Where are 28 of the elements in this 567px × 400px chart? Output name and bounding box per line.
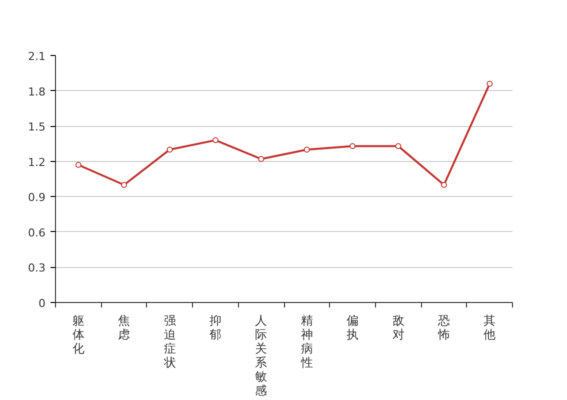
x-tick-label: 焦虑	[118, 314, 130, 342]
y-tick-label: 0	[38, 297, 46, 310]
y-tick-label: 1.5	[28, 120, 46, 134]
point	[75, 162, 82, 168]
x-tick-label: 躯体化	[72, 314, 84, 356]
point	[166, 146, 173, 153]
y-tick-label: 1.8	[28, 85, 46, 98]
y-tick-label: 0.9	[28, 191, 46, 204]
point	[440, 182, 447, 188]
point	[304, 146, 310, 153]
point	[212, 137, 218, 144]
x-tick-label: 恐怖	[436, 314, 450, 342]
point	[121, 182, 128, 188]
y-tick-label: 0.6	[28, 226, 46, 240]
y-tick-label: 1.2	[28, 156, 46, 169]
x-tick-label: 偏执	[346, 314, 359, 342]
point	[258, 156, 264, 162]
y-tick-label: 2.1	[28, 50, 46, 63]
point	[486, 80, 493, 87]
x-tick-label: 人际关系敏感	[255, 314, 268, 398]
y-tick-label: 0.3	[28, 262, 46, 275]
x-tick-label: 抑郁	[209, 314, 222, 342]
x-tick-label: 精神病性	[300, 314, 313, 370]
x-tick-label: 强迫症状	[162, 314, 176, 370]
x-tick-label: 其他	[484, 314, 496, 342]
point	[395, 143, 402, 150]
point	[350, 143, 356, 150]
x-tick-label: 敌对	[392, 314, 404, 342]
